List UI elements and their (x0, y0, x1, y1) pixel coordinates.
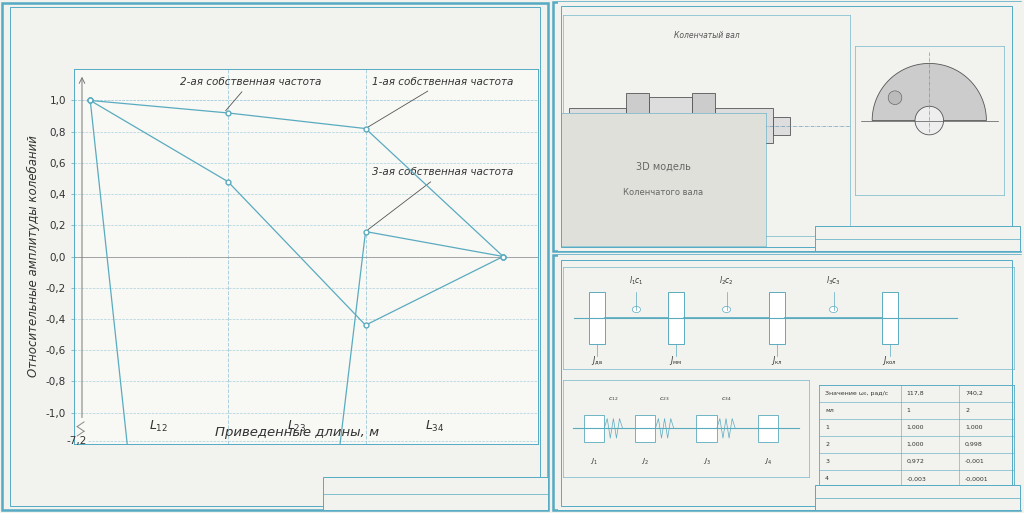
Text: $l_1 c_1$: $l_1 c_1$ (629, 274, 644, 287)
Bar (772, 117, 790, 134)
Text: $J_3$: $J_3$ (702, 457, 711, 467)
Text: 1-ая собственная частота: 1-ая собственная частота (368, 77, 514, 127)
Y-axis label: Относительные амплитуды колебаний: Относительные амплитуды колебаний (28, 135, 40, 378)
Text: $J_\text{дв}$: $J_\text{дв}$ (591, 354, 603, 367)
Bar (589, 292, 605, 344)
Text: Форма крутильных колебаний: Форма крутильных колебаний (379, 499, 492, 505)
Bar (635, 415, 655, 442)
Text: Коленчатого вала: Коленчатого вала (624, 188, 703, 198)
Text: $J_\text{кл}$: $J_\text{кл}$ (771, 354, 783, 367)
Bar (649, 97, 692, 114)
Text: 2: 2 (825, 442, 829, 447)
Text: $l_2 c_2$: $l_2 c_2$ (719, 274, 734, 287)
Bar (627, 92, 649, 159)
Circle shape (915, 106, 943, 135)
Text: -0,003: -0,003 (907, 476, 927, 481)
Text: Коленчатый вал: Коленчатый вал (674, 31, 739, 40)
Text: $J_\text{кол}$: $J_\text{кол}$ (883, 354, 897, 367)
Bar (584, 415, 604, 442)
Bar (758, 415, 778, 442)
Text: 2: 2 (965, 408, 969, 413)
Bar (692, 92, 715, 159)
Text: $J_1$: $J_1$ (590, 457, 598, 467)
Circle shape (829, 306, 838, 312)
Text: 4: 4 (825, 476, 829, 481)
Text: Расчет крутильных колебаний: Расчет крутильных колебаний (374, 481, 497, 490)
Text: 117,8: 117,8 (907, 391, 925, 396)
Circle shape (723, 306, 730, 312)
Text: 1,000: 1,000 (907, 425, 925, 430)
Text: Коленчатый вал: Коленчатый вал (885, 228, 950, 236)
Bar (696, 415, 717, 442)
Text: $J_4$: $J_4$ (764, 457, 772, 467)
Text: 3: 3 (825, 459, 829, 464)
Text: $c_{23}$: $c_{23}$ (659, 395, 670, 403)
Text: $c_{12}$: $c_{12}$ (608, 395, 618, 403)
Text: Приведенные длины, м: Приведенные длины, м (215, 426, 379, 439)
Circle shape (888, 91, 902, 105)
Circle shape (633, 306, 640, 312)
Bar (668, 292, 684, 344)
Text: 11: 11 (913, 242, 922, 248)
Text: -7,2: -7,2 (67, 436, 87, 446)
Text: 1: 1 (907, 408, 910, 413)
Text: 1,000: 1,000 (965, 425, 983, 430)
Text: $c_{34}$: $c_{34}$ (721, 395, 731, 403)
Text: мл: мл (825, 408, 834, 413)
Text: 1: 1 (825, 425, 828, 430)
Bar (569, 108, 627, 143)
Text: 3D модель: 3D модель (636, 161, 691, 171)
Text: $L_{23}$: $L_{23}$ (287, 419, 306, 434)
Text: Расчетная схема: Расчетная схема (884, 487, 951, 496)
Text: $J_2$: $J_2$ (641, 457, 649, 467)
Text: 2-ая собственная частота: 2-ая собственная частота (180, 77, 322, 111)
Text: 740,2: 740,2 (965, 391, 983, 396)
Text: 3-ая собственная частота: 3-ая собственная частота (368, 167, 514, 230)
Bar (563, 117, 569, 134)
Text: $J_\text{мм}$: $J_\text{мм}$ (670, 354, 682, 367)
Bar (769, 292, 785, 344)
Text: Значение ω₀, рад/с: Значение ω₀, рад/с (825, 391, 888, 396)
Text: -0,0001: -0,0001 (965, 476, 989, 481)
Bar (882, 292, 898, 344)
Text: крутильных колебаний: крутильных колебаний (874, 501, 961, 507)
Text: $L_{34}$: $L_{34}$ (425, 419, 444, 434)
Text: 0,998: 0,998 (965, 442, 983, 447)
Text: 1,000: 1,000 (907, 442, 925, 447)
Text: $L_{12}$: $L_{12}$ (150, 419, 169, 434)
Text: -0,001: -0,001 (965, 459, 985, 464)
Text: 0,972: 0,972 (907, 459, 925, 464)
Polygon shape (872, 64, 986, 121)
Text: $l_3 c_3$: $l_3 c_3$ (826, 274, 841, 287)
Bar (715, 108, 772, 143)
